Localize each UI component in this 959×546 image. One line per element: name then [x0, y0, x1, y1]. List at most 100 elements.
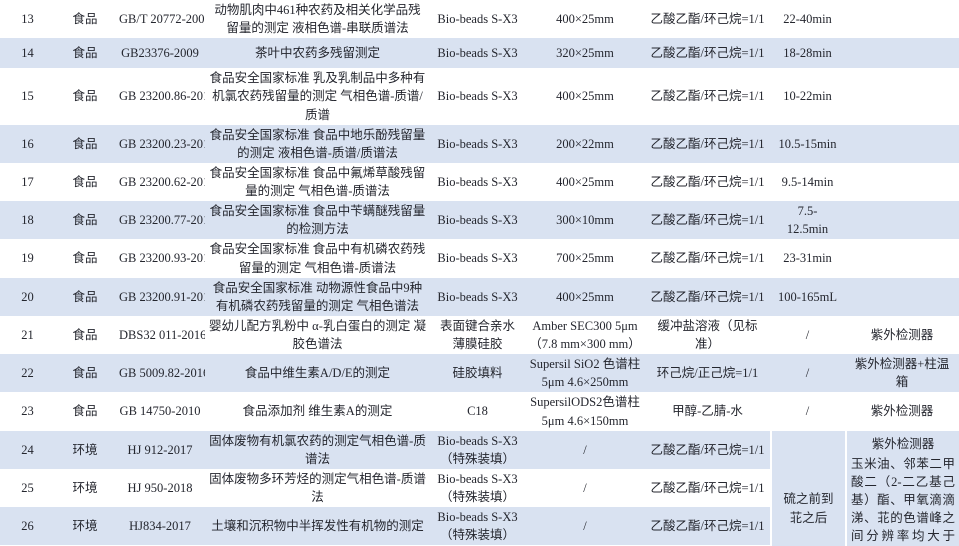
detector-title: 紫外检测器 — [871, 436, 935, 451]
cell-method: 食品安全国家标准 食品中地乐酚残留量的测定 液相色谱-质谱/质谱法 — [205, 124, 430, 163]
cell-merged-detector: 紫外检测器玉米油、邻苯二甲酸二（2-二乙基己基）酯、甲氧滴滴涕、苝的色谱峰之间分… — [845, 430, 959, 546]
cell-time: 18-28min — [770, 38, 845, 69]
cell-packing: 硅胶填料 — [430, 354, 525, 393]
cell-num: 22 — [0, 354, 55, 393]
cell-dimension: / — [525, 468, 645, 508]
cell-packing: Bio-beads S-X3 — [430, 38, 525, 69]
cell-packing: 表面键合亲水薄膜硅胶 — [430, 315, 525, 355]
cell-method: 婴幼儿配方乳粉中 α-乳白蛋白的测定 凝胶色谱法 — [205, 315, 430, 355]
cell-dimension: Amber SEC300 5μm（7.8 mm×300 mm） — [525, 315, 645, 355]
cell-method: 食品添加剂 维生素A的测定 — [205, 392, 430, 431]
cell-standard: HJ 912-2017 — [115, 430, 205, 469]
cell-mobile-phase: 乙酸乙酯/环己烷=1/1 — [645, 239, 770, 278]
detector-note: 玉米油、邻苯二甲酸二（2-二乙基己基）酯、甲氧滴滴涕、苝的色谱峰之间分辨率均大于… — [851, 456, 955, 544]
cell-time: / — [770, 354, 845, 393]
cell-mobile-phase: 缓冲盐溶液（见标准） — [645, 315, 770, 355]
cell-detector — [845, 68, 959, 125]
cell-category: 环境 — [55, 507, 115, 546]
cell-mobile-phase: 乙酸乙酯/环己烷=1/1 — [645, 468, 770, 508]
table-row: 14 食品 GB23376-2009 茶叶中农药多残留测定 Bio-beads S-X3… — [0, 38, 959, 69]
cell-num: 13 — [0, 0, 55, 39]
cell-num: 21 — [0, 315, 55, 355]
cell-detector: 紫外检测器+柱温箱 — [845, 354, 959, 393]
cell-detector — [845, 0, 959, 39]
table-row: 26 环境 HJ834-2017 土壤和沉积物中半挥发性有机物的测定 Bio-beads… — [0, 507, 959, 546]
cell-standard: GB 23200.86-2016 — [115, 68, 205, 125]
cell-mobile-phase: 乙酸乙酯/环己烷=1/1 — [645, 38, 770, 69]
cell-time: / — [770, 315, 845, 355]
cell-mobile-phase: 乙酸乙酯/环己烷=1/1 — [645, 68, 770, 125]
cell-mobile-phase: 乙酸乙酯/环己烷=1/1 — [645, 162, 770, 202]
cell-dimension: 400×25mm — [525, 162, 645, 202]
cell-category: 食品 — [55, 239, 115, 278]
cell-category: 食品 — [55, 38, 115, 69]
cell-category: 食品 — [55, 315, 115, 355]
cell-num: 15 — [0, 68, 55, 125]
cell-num: 24 — [0, 430, 55, 469]
cell-dimension: SupersilODS2色谱柱 5μm 4.6×150mm — [525, 392, 645, 431]
cell-dimension: Supersil SiO2 色谱柱 5μm 4.6×250mm — [525, 354, 645, 393]
cell-dimension: 400×25mm — [525, 0, 645, 39]
cell-detector — [845, 38, 959, 69]
cell-time: 22-40min — [770, 0, 845, 39]
cell-standard: GB23376-2009 — [115, 38, 205, 69]
cell-method: 固体废物多环芳烃的测定气相色谱-质谱法 — [205, 468, 430, 508]
cell-packing: Bio-beads S-X3 — [430, 124, 525, 163]
table-row: 22 食品 GB 5009.82-2016 食品中维生素A/D/E的测定 硅胶填料 Sup… — [0, 354, 959, 393]
cell-num: 23 — [0, 392, 55, 431]
cell-category: 环境 — [55, 430, 115, 469]
cell-dimension: 400×25mm — [525, 277, 645, 316]
cell-standard: GB 23200.77-2016 — [115, 201, 205, 240]
cell-packing: Bio-beads S-X3 — [430, 201, 525, 240]
cell-mobile-phase: 甲醇-乙腈-水 — [645, 392, 770, 431]
cell-detector — [845, 239, 959, 278]
cell-standard: HJ834-2017 — [115, 507, 205, 546]
cell-method: 食品安全国家标准 乳及乳制品中多种有机氯农药残留量的测定 气相色谱-质谱/质谱 — [205, 68, 430, 125]
cell-num: 14 — [0, 38, 55, 69]
cell-category: 食品 — [55, 354, 115, 393]
cell-merged-elution-range: 硫之前到 苝之后 — [770, 430, 845, 546]
table-row: 23 食品 GB 14750-2010 食品添加剂 维生素A的测定 C18 Supersi… — [0, 392, 959, 431]
cell-packing: Bio-beads S-X3（特殊装填） — [430, 430, 525, 469]
cell-standard: HJ 950-2018 — [115, 468, 205, 508]
cell-standard: GB 23200.91-2016 — [115, 277, 205, 316]
cell-standard: GB 23200.23-2016 — [115, 124, 205, 163]
table-row: 21 食品 DBS32 011-2016 婴幼儿配方乳粉中 α-乳白蛋白的测定 凝胶色… — [0, 315, 959, 355]
cell-num: 26 — [0, 507, 55, 546]
cell-category: 食品 — [55, 0, 115, 39]
cell-standard: GB 23200.93-2016 — [115, 239, 205, 278]
cell-category: 食品 — [55, 277, 115, 316]
cell-detector — [845, 162, 959, 202]
cell-mobile-phase: 乙酸乙酯/环己烷=1/1 — [645, 0, 770, 39]
cell-packing: Bio-beads S-X3 — [430, 0, 525, 39]
cell-dimension: 400×25mm — [525, 68, 645, 125]
cell-packing: Bio-beads S-X3 — [430, 162, 525, 202]
cell-category: 食品 — [55, 201, 115, 240]
cell-detector — [845, 124, 959, 163]
cell-time: 9.5-14min — [770, 162, 845, 202]
cell-time: / — [770, 392, 845, 431]
cell-method: 食品中维生素A/D/E的测定 — [205, 354, 430, 393]
table-row: 25 环境 HJ 950-2018 固体废物多环芳烃的测定气相色谱-质谱法 Bio-be… — [0, 468, 959, 508]
cell-standard: GB 23200.62-2016 — [115, 162, 205, 202]
cell-time: 10.5-15min — [770, 124, 845, 163]
cell-method: 食品安全国家标准 食品中氟烯草酸残留量的测定 气相色谱-质谱法 — [205, 162, 430, 202]
cell-packing: Bio-beads S-X3（特殊装填） — [430, 468, 525, 508]
cell-time: 23-31min — [770, 239, 845, 278]
cell-packing: Bio-beads S-X3（特殊装填） — [430, 507, 525, 546]
cell-packing: C18 — [430, 392, 525, 431]
cell-dimension: 200×22mm — [525, 124, 645, 163]
cell-mobile-phase: 乙酸乙酯/环己烷=1/1 — [645, 277, 770, 316]
cell-detector — [845, 201, 959, 240]
cell-method: 动物肌肉中461种农药及相关化学品残留量的测定 液相色谱-串联质谱法 — [205, 0, 430, 39]
cell-category: 食品 — [55, 162, 115, 202]
cell-mobile-phase: 环己烷/正己烷=1/1 — [645, 354, 770, 393]
cell-category: 食品 — [55, 68, 115, 125]
